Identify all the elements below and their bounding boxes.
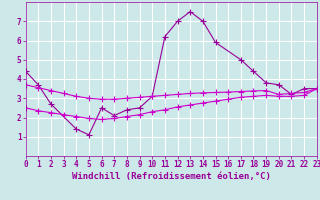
X-axis label: Windchill (Refroidissement éolien,°C): Windchill (Refroidissement éolien,°C) — [72, 172, 271, 181]
